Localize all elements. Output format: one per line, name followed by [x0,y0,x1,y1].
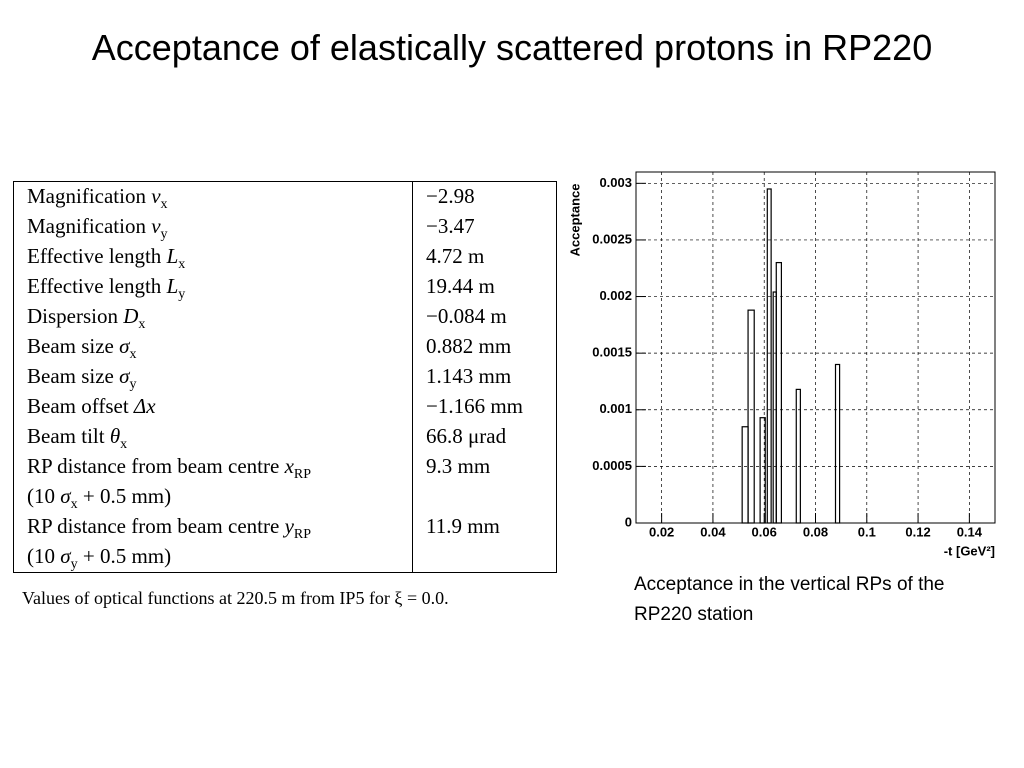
label-text: Beam size [27,334,120,358]
subscript: x [160,197,168,213]
y-tick-label: 0.0005 [592,458,632,473]
label-text: Effective length [27,244,167,268]
chart-caption: Acceptance in the vertical RPs of the RP… [634,574,945,625]
row-value: 1.143 mm [426,364,512,388]
symbol: Ly [166,274,186,303]
label-text: Beam size [27,364,120,388]
row-label: Beam offset Δx [27,394,156,419]
row-note: (10 σy + 0.5 mm) [27,544,171,573]
note-text: + 0.5 mm) [77,484,172,508]
label-text: Magnification [27,184,152,208]
note-text: + 0.5 mm) [77,544,172,568]
row-label: RP distance from beam centre yRP [27,514,311,543]
symbol: xRP [284,454,312,483]
row-value: 9.3 mm [426,454,491,478]
y-tick-label: 0.001 [599,401,632,416]
symbol: σx [119,334,137,363]
subscript: y [129,377,137,393]
histogram-bar [795,388,801,524]
table-caption: Values of optical functions at 220.5 m f… [22,588,449,608]
row-value: 19.44 m [426,274,495,298]
row-label: Effective length Lx [27,244,185,273]
note-text: (10 [27,544,61,568]
subscript: y [178,287,186,303]
row-label: Dispersion Dx [27,304,145,333]
row-value: 4.72 m [426,244,485,268]
subscript: RP [293,467,312,483]
symbol: σy [60,544,78,573]
subscript: y [70,557,78,573]
symbol: Dx [123,304,146,333]
symbol: θx [109,424,128,453]
subscript: y [160,227,168,243]
row-value: −2.98 [426,184,475,208]
row-label: Beam tilt θx [27,424,127,453]
x-tick-label: 0.06 [752,524,777,539]
y-tick-label: 0.002 [599,288,632,303]
column-divider [412,182,413,572]
x-tick-label: 0.12 [905,524,930,539]
row-value: −1.166 mm [426,394,524,418]
row-value: 66.8 μrad [426,424,507,448]
histogram-bar [741,426,749,524]
row-label: Beam size σx [27,334,137,363]
subscript: RP [293,527,312,543]
row-label: Magnification vx [27,184,168,213]
y-tick-label: 0.003 [599,175,632,190]
subscript: x [70,497,78,513]
label-text: Beam offset [27,394,134,418]
row-label: Effective length Ly [27,274,185,303]
histogram-bar [834,363,841,524]
label-text: Beam tilt [27,424,110,448]
row-label: Beam size σy [27,364,137,393]
row-value: −3.47 [426,214,475,238]
symbol: vx [151,184,168,213]
symbol: σy [119,364,137,393]
subscript: x [138,317,146,333]
subscript: x [120,437,128,453]
x-tick-label: 0.02 [649,524,674,539]
symbol: Lx [166,244,186,273]
y-tick-label: 0.0025 [592,231,632,246]
symbol: Δx [133,394,156,418]
row-label: RP distance from beam centre xRP [27,454,311,483]
note-text: (10 [27,484,61,508]
slide-title: Acceptance of elastically scattered prot… [91,27,933,68]
subscript: x [178,257,186,273]
label-text: Effective length [27,274,167,298]
row-value: 11.9 mm [426,514,500,538]
x-tick-label: 0.08 [803,524,828,539]
histogram-bar [759,417,766,524]
row-note: (10 σx + 0.5 mm) [27,484,171,513]
x-tick-label: 0.1 [858,524,876,539]
symbol: vy [151,214,168,243]
x-tick-label: 0.04 [700,524,726,539]
chart: Acceptance -t [GeV²] 0 0.0005 0.001 0.0015 0… [567,171,996,558]
optics-table: Magnification vx −2.98 Magnification vy −3.… [13,181,557,573]
row-value: −0.084 m [426,304,507,328]
histogram-bar [775,261,782,524]
row-label: Magnification vy [27,214,168,243]
histogram-bar [766,188,772,524]
symbol: yRP [284,514,312,543]
label-text: Magnification [27,214,152,238]
y-tick-label: 0.0015 [592,345,632,360]
subscript: x [129,347,137,363]
row-value: 0.882 mm [426,334,512,358]
y-tick-label: 0 [625,514,632,529]
histogram-bar [747,309,755,524]
label-text: Dispersion [27,304,124,328]
label-text: RP distance from beam centre [27,514,285,538]
symbol: σx [60,484,78,513]
x-tick-label: 0.14 [957,524,983,539]
label-text: RP distance from beam centre [27,454,285,478]
x-axis-label: -t [GeV²] [944,543,995,558]
y-axis-label: Acceptance [567,184,582,257]
